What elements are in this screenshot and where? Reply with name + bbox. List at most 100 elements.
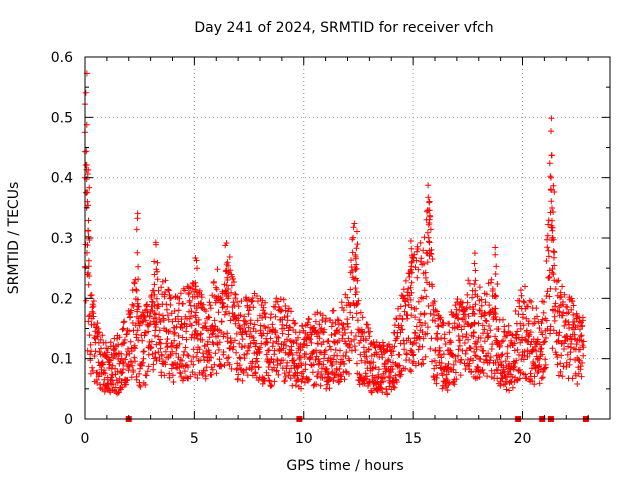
data-point <box>481 309 488 316</box>
data-point <box>556 329 563 336</box>
data-point <box>262 325 269 331</box>
data-point <box>370 359 377 366</box>
data-point <box>243 350 250 357</box>
data-point <box>151 281 158 288</box>
data-point <box>352 333 359 339</box>
data-point <box>153 266 160 273</box>
data-point <box>479 366 486 373</box>
data-point <box>538 320 545 327</box>
data-point <box>187 373 194 380</box>
data-point <box>429 256 436 262</box>
data-point <box>359 314 366 321</box>
data-point <box>486 302 493 309</box>
data-point <box>391 343 398 350</box>
data-point <box>231 337 238 344</box>
data-point <box>133 287 140 294</box>
data-point <box>204 338 211 345</box>
data-point <box>228 339 235 346</box>
data-point <box>281 314 288 321</box>
data-point <box>444 387 451 394</box>
data-point <box>389 366 396 372</box>
data-point <box>136 370 143 377</box>
data-point <box>354 228 360 235</box>
data-point <box>330 378 337 384</box>
data-point <box>408 304 415 311</box>
data-point <box>333 327 340 334</box>
data-point <box>483 318 490 325</box>
data-point <box>537 346 544 353</box>
data-point <box>220 331 227 338</box>
x-axis-label: GPS time / hours <box>286 458 403 474</box>
data-point <box>346 370 352 377</box>
data-point <box>496 342 503 349</box>
chart-title: Day 241 of 2024, SRMTID for receiver vfc… <box>194 20 493 36</box>
data-point <box>566 361 573 368</box>
data-point <box>307 354 314 361</box>
data-point <box>457 337 463 344</box>
data-point <box>431 365 438 372</box>
data-point <box>188 322 195 329</box>
data-point <box>484 373 491 380</box>
data-point <box>257 344 263 351</box>
data-point <box>151 291 158 298</box>
data-point <box>246 307 252 314</box>
data-point <box>143 372 150 379</box>
data-point <box>379 339 386 346</box>
data-point <box>502 358 509 365</box>
data-point <box>194 375 201 381</box>
data-point <box>225 286 232 292</box>
data-point <box>232 291 239 298</box>
data-point <box>192 283 199 290</box>
data-point <box>234 365 241 372</box>
data-point <box>518 292 525 299</box>
data-point <box>147 320 154 327</box>
data-point <box>265 372 272 379</box>
data-point <box>240 369 247 376</box>
data-point <box>223 290 230 297</box>
data-point <box>201 342 208 349</box>
data-point <box>396 351 403 358</box>
data-point <box>564 351 571 358</box>
data-point <box>350 224 357 231</box>
data-point <box>413 305 420 312</box>
data-point <box>549 266 556 272</box>
data-point <box>295 334 301 341</box>
data-point <box>455 346 462 353</box>
data-point <box>407 268 414 275</box>
data-point <box>499 351 506 358</box>
data-point <box>228 282 235 289</box>
data-point <box>185 352 192 359</box>
data-point <box>179 334 186 341</box>
data-point <box>408 279 415 286</box>
data-point <box>199 336 206 343</box>
data-point <box>561 346 567 352</box>
data-point <box>139 362 145 369</box>
data-point <box>462 350 469 357</box>
data-point <box>488 367 495 374</box>
data-point <box>241 355 248 362</box>
data-point <box>343 349 350 356</box>
data-point <box>467 345 474 352</box>
data-point <box>107 357 113 364</box>
data-point <box>279 321 286 328</box>
data-point <box>186 297 193 304</box>
data-point <box>379 389 386 396</box>
data-point <box>561 322 568 329</box>
data-point <box>99 332 106 339</box>
data-point <box>570 311 577 318</box>
data-point <box>426 252 433 259</box>
data-point <box>434 336 441 343</box>
data-point <box>531 381 538 388</box>
data-point <box>492 244 499 251</box>
data-point <box>220 349 227 355</box>
data-point <box>410 255 417 262</box>
data-point <box>96 329 103 336</box>
data-point <box>338 299 345 306</box>
data-point <box>366 379 373 386</box>
data-point <box>226 254 233 260</box>
data-point <box>444 365 451 371</box>
data-point <box>86 332 93 339</box>
data-point <box>186 289 193 296</box>
data-point <box>195 316 202 323</box>
data-point <box>351 343 358 350</box>
